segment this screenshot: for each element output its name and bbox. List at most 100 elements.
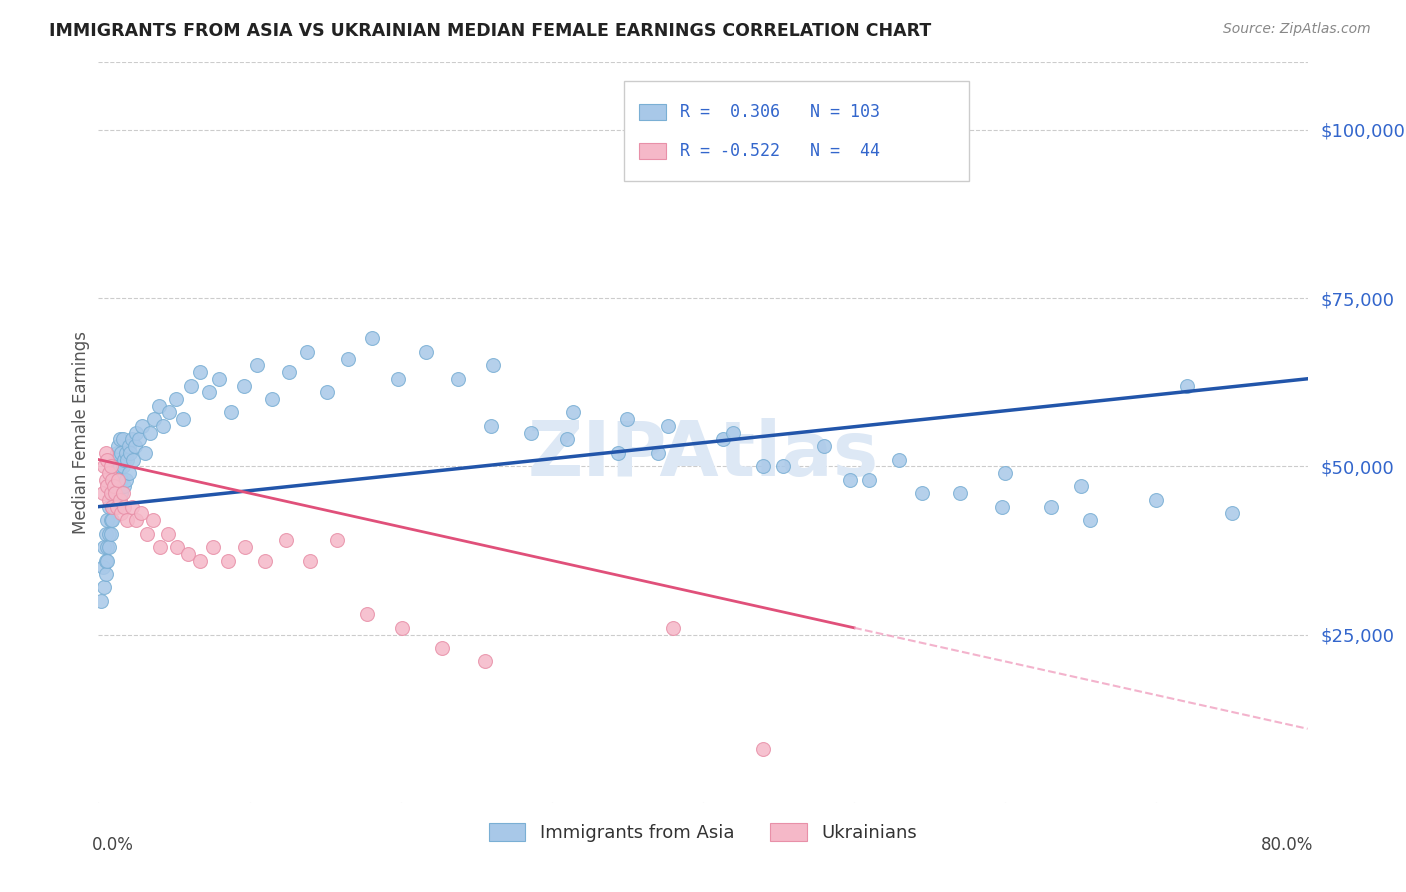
Point [176,547,198,561]
Point [91,486,114,500]
Point [93,459,115,474]
Point [118,439,141,453]
Point [104,479,127,493]
Point [108,433,131,447]
Point [104,486,127,500]
Point [661,621,683,635]
Point [723,425,745,440]
Point [482,359,505,373]
Point [519,425,541,440]
Point [148,399,170,413]
Point [110,486,132,500]
Point [361,331,384,345]
Point [1070,479,1092,493]
Point [94,553,117,567]
Point [858,473,880,487]
Point [387,372,409,386]
Point [115,452,138,467]
Point [391,621,413,635]
Point [96,479,118,493]
Point [142,513,165,527]
Legend: Immigrants from Asia, Ukrainians: Immigrants from Asia, Ukrainians [482,815,924,849]
Point [253,553,276,567]
Point [125,513,148,527]
Point [129,507,152,521]
Point [108,492,131,507]
Point [120,446,142,460]
Point [112,452,135,467]
Text: 0.0%: 0.0% [93,836,134,855]
Point [274,533,297,548]
Point [233,540,256,554]
Point [103,479,125,493]
Point [121,500,143,514]
Point [336,351,359,366]
Point [93,540,115,554]
Point [98,526,121,541]
Point [1144,492,1167,507]
Text: IMMIGRANTS FROM ASIA VS UKRAINIAN MEDIAN FEMALE EARNINGS CORRELATION CHART: IMMIGRANTS FROM ASIA VS UKRAINIAN MEDIAN… [49,22,931,40]
FancyBboxPatch shape [624,81,969,181]
FancyBboxPatch shape [638,143,665,160]
Point [647,446,669,460]
Point [752,742,775,756]
Point [143,412,166,426]
FancyBboxPatch shape [638,103,665,120]
Point [430,640,453,655]
Point [188,365,211,379]
Point [188,553,211,567]
Point [134,446,156,460]
Point [135,526,157,541]
Point [277,365,299,379]
Point [91,560,114,574]
Point [94,566,117,581]
Point [156,526,179,541]
Text: ZIPAtlas: ZIPAtlas [527,417,879,491]
Point [105,500,128,514]
Point [110,507,132,521]
Point [356,607,378,622]
Point [208,372,231,386]
Point [711,433,734,447]
Point [949,486,972,500]
Point [326,533,349,548]
Point [100,526,122,541]
Point [911,486,934,500]
Point [555,433,578,447]
Point [889,452,911,467]
Point [772,459,794,474]
Point [101,473,124,487]
Point [96,553,118,567]
Point [246,359,269,373]
Point [122,452,145,467]
Point [1220,507,1243,521]
Point [159,405,181,419]
Point [94,446,117,460]
Point [108,459,131,474]
Text: 80.0%: 80.0% [1261,836,1313,855]
Point [172,412,194,426]
Point [562,405,585,419]
Point [103,500,125,514]
Point [107,473,129,487]
Point [100,486,122,500]
Point [105,446,128,460]
Point [180,378,202,392]
Point [752,459,775,474]
Point [105,486,128,500]
Point [813,439,835,453]
Point [139,425,162,440]
Point [98,500,121,514]
Point [232,378,254,392]
Point [101,473,124,487]
Point [299,553,322,567]
Point [1078,513,1101,527]
Point [103,486,125,500]
Point [100,513,122,527]
Point [111,433,134,447]
Point [101,513,124,527]
Point [481,418,503,433]
Point [994,466,1017,480]
Point [607,446,630,460]
Point [197,385,219,400]
